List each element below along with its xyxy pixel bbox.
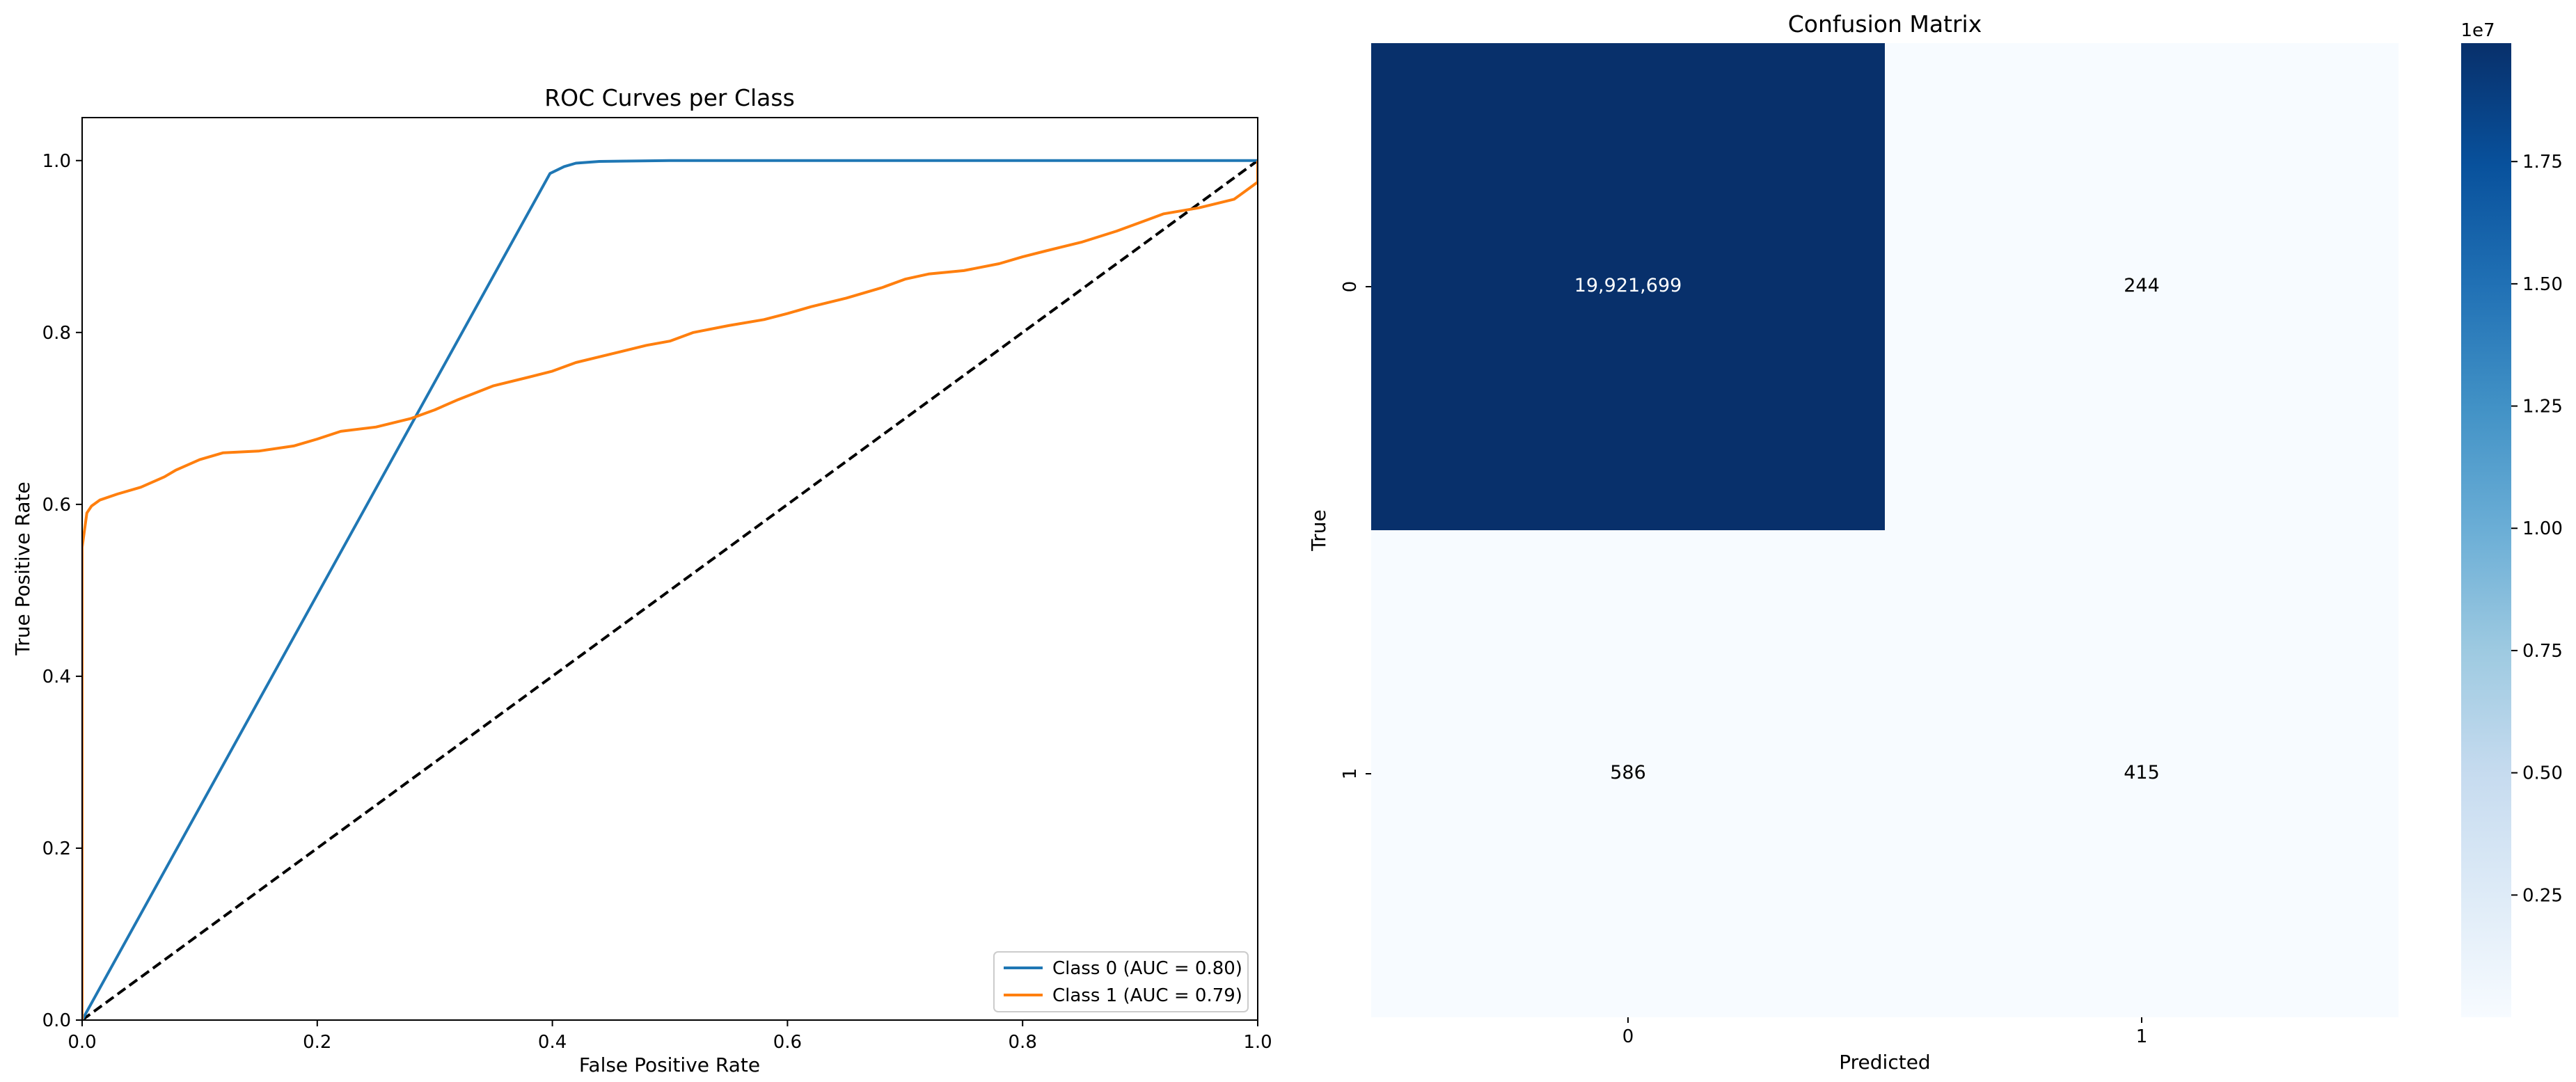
colorbar-ticks: 0.25 0.50 0.75 1.00 1.25 1.50 1.75 xyxy=(2511,152,2563,906)
roc-chance-line xyxy=(82,159,1258,1020)
colorbar-tick-label: 0.75 xyxy=(2522,641,2563,662)
cm-ytick-label-1: 1 xyxy=(1340,768,1361,780)
roc-ytick-label: 0.4 xyxy=(42,667,71,687)
legend-label-class-0: Class 0 (AUC = 0.80) xyxy=(1052,958,1242,979)
colorbar-tick-label: 1.75 xyxy=(2522,152,2563,173)
cm-cell-true0-pred1 xyxy=(1885,43,2399,530)
cm-cell-label-true1-pred0: 586 xyxy=(1610,762,1646,783)
roc-ytick-label: 0.6 xyxy=(42,495,71,516)
roc-ytick-label: 1.0 xyxy=(42,151,71,172)
roc-plot-frame xyxy=(81,117,1258,1021)
roc-legend-box xyxy=(993,951,1249,1012)
roc-chart: ROC Curves per Class 0.00.20.40.60.81.0 … xyxy=(11,84,1272,1076)
cm-cell-true0-pred0 xyxy=(1371,43,1885,530)
colorbar-tick-label: 0.50 xyxy=(2522,763,2563,784)
roc-xtick-label: 0.0 xyxy=(68,1032,96,1053)
roc-series xyxy=(82,159,1258,1020)
roc-y-ticks: 0.0 0.2 0.4 0.6 0.8 1.0 xyxy=(42,151,82,1031)
colorbar-tick-label: 0.25 xyxy=(2522,885,2563,906)
colorbar-tick-label: 1.25 xyxy=(2522,397,2563,417)
roc-xlabel: False Positive Rate xyxy=(579,1053,760,1076)
colorbar-offset-label: 1e7 xyxy=(2460,20,2495,41)
colorbar-gradient xyxy=(2461,43,2511,1017)
cm-cell-label-true0-pred0: 19,921,699 xyxy=(1574,275,1682,296)
roc-ytick-label: 0.2 xyxy=(42,838,71,859)
roc-title: ROC Curves per Class xyxy=(544,84,795,111)
roc-x-ticks: 0.0 0.2 0.4 0.6 0.8 1.0 xyxy=(68,1020,1272,1053)
cm-cell-true1-pred1 xyxy=(1885,530,2399,1017)
cm-cell-label-true1-pred1: 415 xyxy=(2124,762,2160,783)
cm-cell-true1-pred0 xyxy=(1371,530,1885,1017)
colorbar-tick-label: 1.00 xyxy=(2522,518,2563,539)
cm-title: Confusion Matrix xyxy=(1788,10,1982,38)
cm-ylabel: True xyxy=(1307,509,1330,551)
roc-ytick-label: 0.0 xyxy=(42,1010,71,1031)
roc-line-class-0 xyxy=(82,159,1258,1020)
roc-xtick-label: 0.8 xyxy=(1009,1032,1037,1053)
roc-ytick-label: 0.8 xyxy=(42,323,71,344)
cm-xtick-label-0: 0 xyxy=(1622,1026,1634,1047)
roc-xtick-label: 0.2 xyxy=(303,1032,331,1053)
cm-colorbar: 0.25 0.50 0.75 1.00 1.25 1.50 1.75 1e7 xyxy=(2460,20,2563,1017)
cm-ytick-label-0: 0 xyxy=(1340,281,1361,293)
roc-xtick-label: 0.4 xyxy=(538,1032,567,1053)
roc-legend: Class 0 (AUC = 0.80) Class 1 (AUC = 0.79… xyxy=(993,951,1249,1012)
roc-xtick-label: 1.0 xyxy=(1243,1032,1272,1053)
confusion-matrix: Confusion Matrix 19,921,699 244 586 415 … xyxy=(1307,10,2563,1074)
legend-label-class-1: Class 1 (AUC = 0.79) xyxy=(1052,985,1242,1006)
roc-xtick-label: 0.6 xyxy=(773,1032,802,1053)
colorbar-tick-label: 1.50 xyxy=(2522,274,2563,295)
roc-line-class-1 xyxy=(82,160,1258,1020)
cm-xlabel: Predicted xyxy=(1839,1051,1930,1074)
roc-ylabel: True Positive Rate xyxy=(11,482,34,655)
cm-xtick-label-1: 1 xyxy=(2136,1026,2148,1047)
cm-cell-label-true0-pred1: 244 xyxy=(2124,275,2160,296)
